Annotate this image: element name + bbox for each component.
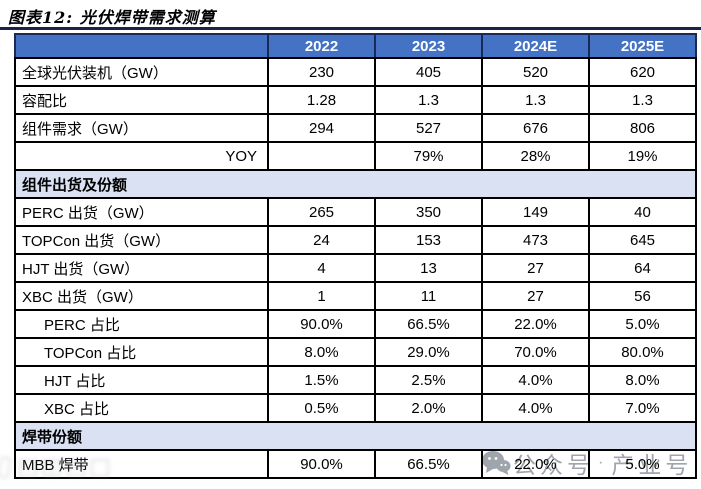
value-cell: 1.5% (267, 365, 376, 395)
title-underline (0, 27, 701, 30)
value-cell: 0.5% (267, 393, 376, 423)
table-row: TOPCon 占比 8.0% 29.0% 70.0% 80.0% (14, 337, 697, 367)
table-body: 全球光伏装机（GW） 230 405 520 620 容配比 1.28 1.3 1.3 1.3 组件… (14, 57, 697, 479)
value-cell: 350 (374, 197, 483, 227)
value-cell (267, 141, 376, 171)
value-cell: 1.3 (481, 85, 590, 115)
table-row: HJT 占比 1.5% 2.5% 4.0% 8.0% (14, 365, 697, 395)
figure-title: 图表12: 光伏焊带需求测算 (8, 8, 216, 27)
table-row: PERC 出货（GW） 265 350 149 40 (14, 197, 697, 227)
demand-table: 2022 2023 2024E 2025E 全球光伏装机（GW） 230 405 520 62… (14, 33, 697, 479)
value-cell: 56 (588, 281, 697, 311)
value-cell: 1 (267, 281, 376, 311)
row-label: YOY (14, 141, 269, 171)
value-cell: 620 (588, 57, 697, 87)
section-row: 组件出货及份额 (14, 169, 697, 199)
table-row: HJT 出货（GW） 4 13 27 64 (14, 253, 697, 283)
row-label: PERC 出货（GW） (14, 197, 269, 227)
table-row: MBB 焊带 90.0% 66.5% 22.0% 5.0% (14, 449, 697, 479)
section-label: 组件出货及份额 (14, 169, 697, 199)
table-header: 2022 2023 2024E 2025E (14, 33, 697, 59)
row-label: XBC 出货（GW） (14, 281, 269, 311)
header-cell-label (14, 33, 269, 59)
row-label: TOPCon 出货（GW） (14, 225, 269, 255)
value-cell: 294 (267, 113, 376, 143)
value-cell: 28% (481, 141, 590, 171)
row-label: 容配比 (14, 85, 269, 115)
value-cell: 806 (588, 113, 697, 143)
value-cell: 527 (374, 113, 483, 143)
value-cell: 27 (481, 253, 590, 283)
value-cell: 5.0% (588, 449, 697, 479)
row-label: MBB 焊带 (14, 449, 269, 479)
value-cell: 473 (481, 225, 590, 255)
header-row: 2022 2023 2024E 2025E (14, 33, 697, 59)
value-cell: 4 (267, 253, 376, 283)
value-cell: 2.0% (374, 393, 483, 423)
value-cell: 520 (481, 57, 590, 87)
value-cell: 66.5% (374, 309, 483, 339)
value-cell: 1.3 (588, 85, 697, 115)
value-cell: 7.0% (588, 393, 697, 423)
value-cell: 66.5% (374, 449, 483, 479)
value-cell: 40 (588, 197, 697, 227)
value-cell: 11 (374, 281, 483, 311)
value-cell: 13 (374, 253, 483, 283)
value-cell: 29.0% (374, 337, 483, 367)
value-cell: 90.0% (267, 309, 376, 339)
header-cell-year: 2024E (481, 33, 590, 59)
table-row: XBC 出货（GW） 1 11 27 56 (14, 281, 697, 311)
value-cell: 4.0% (481, 365, 590, 395)
header-cell-year: 2022 (267, 33, 376, 59)
value-cell: 22.0% (481, 449, 590, 479)
value-cell: 4.0% (481, 393, 590, 423)
value-cell: 8.0% (267, 337, 376, 367)
table-row: 组件需求（GW） 294 527 676 806 (14, 113, 697, 143)
row-label: XBC 占比 (14, 393, 269, 423)
value-cell: 645 (588, 225, 697, 255)
value-cell: 1.28 (267, 85, 376, 115)
table-row: XBC 占比 0.5% 2.0% 4.0% 7.0% (14, 393, 697, 423)
header-cell-year: 2025E (588, 33, 697, 59)
row-label: 全球光伏装机（GW） (14, 57, 269, 87)
value-cell: 676 (481, 113, 590, 143)
value-cell: 22.0% (481, 309, 590, 339)
value-cell: 230 (267, 57, 376, 87)
value-cell: 24 (267, 225, 376, 255)
value-cell: 1.3 (374, 85, 483, 115)
value-cell: 79% (374, 141, 483, 171)
value-cell: 90.0% (267, 449, 376, 479)
value-cell: 70.0% (481, 337, 590, 367)
row-label: HJT 出货（GW） (14, 253, 269, 283)
value-cell: 19% (588, 141, 697, 171)
section-label: 焊带份额 (14, 421, 697, 451)
value-cell: 27 (481, 281, 590, 311)
section-row: 焊带份额 (14, 421, 697, 451)
row-label: TOPCon 占比 (14, 337, 269, 367)
value-cell: 2.5% (374, 365, 483, 395)
table-row: PERC 占比 90.0% 66.5% 22.0% 5.0% (14, 309, 697, 339)
table-row: 全球光伏装机（GW） 230 405 520 620 (14, 57, 697, 87)
value-cell: 80.0% (588, 337, 697, 367)
header-cell-year: 2023 (374, 33, 483, 59)
value-cell: 8.0% (588, 365, 697, 395)
value-cell: 153 (374, 225, 483, 255)
table-row: YOY 79% 28% 19% (14, 141, 697, 171)
value-cell: 265 (267, 197, 376, 227)
row-label: HJT 占比 (14, 365, 269, 395)
value-cell: 5.0% (588, 309, 697, 339)
value-cell: 405 (374, 57, 483, 87)
row-label: PERC 占比 (14, 309, 269, 339)
value-cell: 64 (588, 253, 697, 283)
table-row: TOPCon 出货（GW） 24 153 473 645 (14, 225, 697, 255)
value-cell: 149 (481, 197, 590, 227)
table-row: 容配比 1.28 1.3 1.3 1.3 (14, 85, 697, 115)
row-label: 组件需求（GW） (14, 113, 269, 143)
